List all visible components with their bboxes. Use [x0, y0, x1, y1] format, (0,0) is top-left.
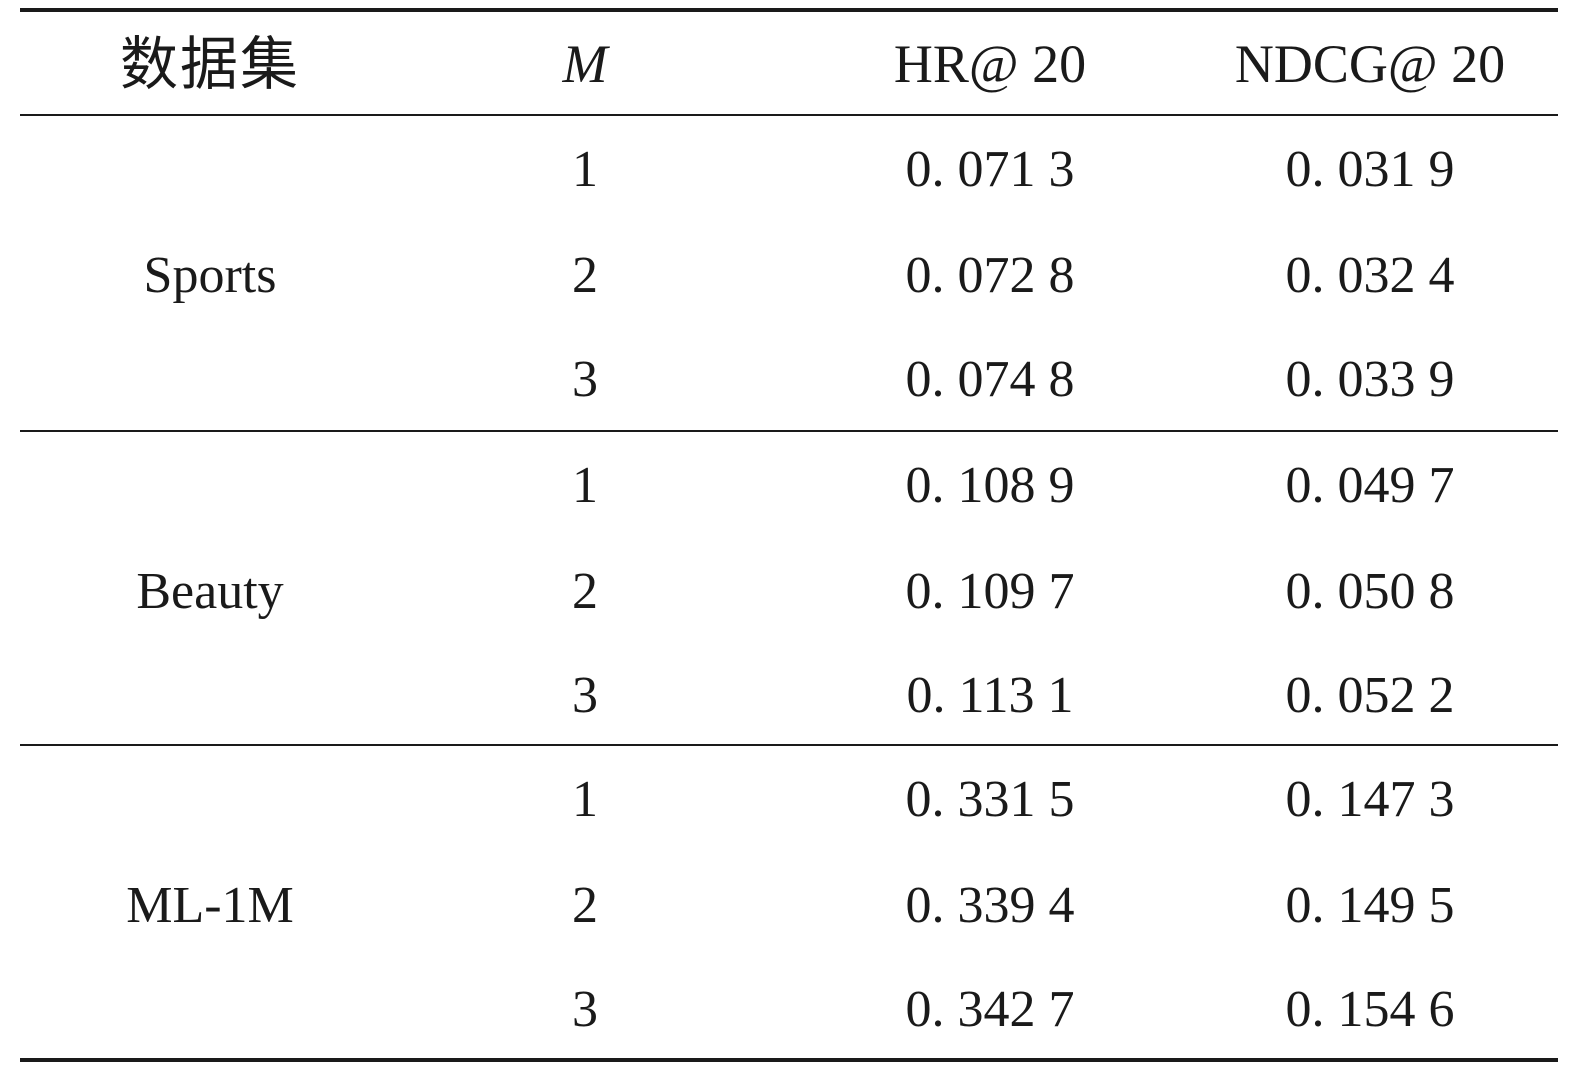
table-cell-ndcg20: 0. 032 4: [1285, 247, 1455, 304]
table-cell-ndcg20: 0. 052 2: [1285, 667, 1455, 724]
table-cell-hr20: 0. 071 3: [905, 141, 1075, 198]
table-cell-m: 2: [572, 247, 598, 304]
table-cell-m: 3: [572, 351, 598, 408]
header-dataset: 数据集: [119, 30, 300, 98]
table-cell-m: 3: [572, 981, 598, 1038]
table-cell-m: 1: [572, 141, 598, 198]
dataset-label-sports: Sports: [143, 247, 277, 304]
group-rule: [20, 744, 1558, 746]
table-cell-hr20: 0. 331 5: [905, 771, 1075, 828]
header-hr20: HR@ 20: [893, 34, 1087, 94]
table-cell-hr20: 0. 109 7: [905, 563, 1075, 620]
table-cell-ndcg20: 0. 033 9: [1285, 351, 1455, 408]
table-cell-ndcg20: 0. 049 7: [1285, 457, 1455, 514]
table-cell-hr20: 0. 072 8: [905, 247, 1075, 304]
header-rule: [20, 114, 1558, 116]
table-cell-hr20: 0. 342 7: [905, 981, 1075, 1038]
header-m: M: [562, 34, 608, 94]
table-cell-m: 1: [572, 457, 598, 514]
table-cell-m: 2: [572, 563, 598, 620]
table-cell-hr20: 0. 113 1: [906, 667, 1074, 724]
table-cell-hr20: 0. 108 9: [905, 457, 1075, 514]
dataset-label-ml-1m: ML-1M: [126, 877, 294, 934]
group-rule: [20, 430, 1558, 432]
table-cell-m: 1: [572, 771, 598, 828]
table-cell-hr20: 0. 339 4: [905, 877, 1075, 934]
results-table: 数据集 M HR@ 20 NDCG@ 20 Sports 1 0. 071 3 …: [20, 0, 1558, 1072]
bottom-rule: [20, 1058, 1558, 1062]
top-rule: [20, 8, 1558, 12]
table-cell-ndcg20: 0. 050 8: [1285, 563, 1455, 620]
table-cell-m: 3: [572, 667, 598, 724]
table-cell-ndcg20: 0. 154 6: [1285, 981, 1455, 1038]
dataset-label-beauty: Beauty: [136, 563, 284, 620]
table-cell-ndcg20: 0. 031 9: [1285, 141, 1455, 198]
table-cell-m: 2: [572, 877, 598, 934]
table-cell-ndcg20: 0. 147 3: [1285, 771, 1455, 828]
header-ndcg20: NDCG@ 20: [1234, 34, 1506, 94]
table-cell-ndcg20: 0. 149 5: [1285, 877, 1455, 934]
table-cell-hr20: 0. 074 8: [905, 351, 1075, 408]
